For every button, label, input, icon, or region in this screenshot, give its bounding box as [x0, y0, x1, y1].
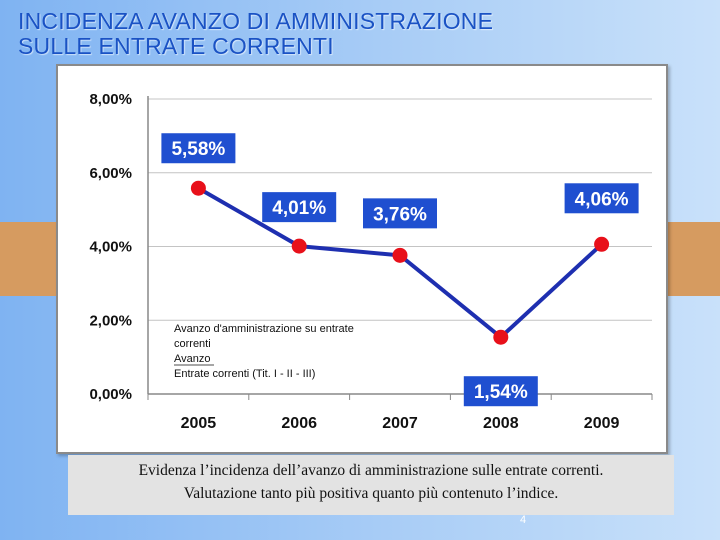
data-label-2006: 4,01% — [272, 198, 326, 219]
data-label-2007: 3,76% — [373, 204, 427, 225]
data-point-2007 — [392, 247, 408, 263]
y-tick-label-1: 2,00% — [89, 312, 132, 329]
data-point-2009 — [594, 236, 610, 252]
data-label-box-2008 — [463, 376, 538, 407]
data-label-box-2009 — [564, 183, 639, 214]
x-tick-label-2006: 2006 — [281, 415, 317, 432]
legend-title-line-2: correnti — [174, 338, 211, 350]
legend-title-line-1: Avanzo d'amministrazione su entrate — [174, 323, 354, 335]
data-point-2008 — [493, 329, 509, 345]
data-point-2005 — [190, 180, 206, 196]
legend-numerator: Avanzo — [174, 353, 211, 365]
data-point-2006 — [291, 238, 307, 254]
caption-line-2: Valutazione tanto più positiva quanto pi… — [183, 485, 559, 502]
legend-denominator: Entrate correnti (Tit. I - II - III) — [174, 368, 315, 380]
decorative-band-right — [665, 222, 720, 296]
y-tick-label-2: 4,00% — [89, 239, 132, 256]
slide-title-line-2: SULLE ENTRATE CORRENTI — [18, 33, 334, 59]
data-label-box-2006 — [262, 192, 337, 223]
line-chart: 0,00% 2,00% 4,00% 6,00% 8,00% 2005 2006 2007 200… — [89, 91, 653, 432]
y-tick-label-3: 6,00% — [89, 165, 132, 182]
x-tick-label-2009: 2009 — [584, 415, 620, 432]
x-tick-label-2008: 2008 — [483, 415, 519, 432]
data-label-box-2005 — [161, 133, 236, 164]
slide-title: INCIDENZA AVANZO DI AMMINISTRAZIONE SULL… — [18, 9, 493, 59]
data-label-2008: 1,54% — [474, 382, 528, 403]
data-label-2005: 5,58% — [171, 139, 225, 160]
x-tick-label-2007: 2007 — [382, 415, 418, 432]
y-tick-label-4: 8,00% — [89, 91, 132, 108]
page-number: 4 — [520, 514, 527, 526]
x-tick-label-2005: 2005 — [181, 415, 217, 432]
chart-frame: 0,00% 2,00% 4,00% 6,00% 8,00% 2005 2006 2007 200… — [56, 64, 668, 454]
data-label-box-2007 — [363, 198, 437, 229]
slide-title-line-1: INCIDENZA AVANZO DI AMMINISTRAZIONE — [18, 8, 494, 34]
data-label-2009: 4,06% — [575, 189, 629, 210]
decorative-band-left — [0, 222, 60, 296]
caption-line-1: Evidenza l’incidenza dell’avanzo di ammi… — [138, 462, 604, 479]
y-tick-label-0: 0,00% — [89, 386, 132, 403]
caption-box: Evidenza l’incidenza dell’avanzo di ammi… — [68, 455, 674, 515]
